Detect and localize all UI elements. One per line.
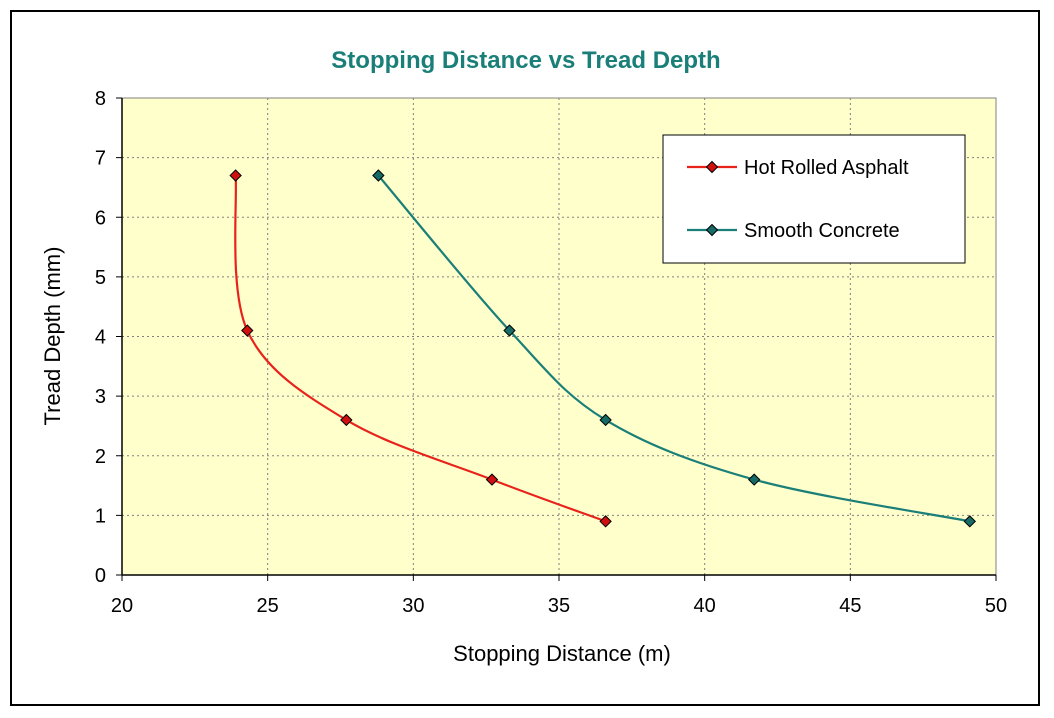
y-tick-label: 8 [95, 88, 106, 110]
y-axis-label: Tread Depth (mm) [40, 247, 65, 426]
legend: Hot Rolled Asphalt Smooth Concrete [662, 134, 966, 264]
legend-label: Hot Rolled Asphalt [744, 157, 909, 179]
data-point [485, 473, 499, 486]
data-point [599, 413, 612, 427]
x-tick-label: 35 [548, 595, 570, 617]
chart-title: Stopping Distance vs Tread Depth [331, 47, 720, 74]
x-tick-label: 20 [111, 595, 133, 617]
legend-label: Smooth Concrete [744, 220, 900, 242]
series-0 [229, 169, 612, 528]
data-point [229, 169, 242, 182]
data-point [241, 324, 254, 337]
data-point [599, 515, 612, 528]
x-tick-label: 50 [985, 595, 1007, 617]
y-tick-label: 0 [95, 565, 106, 587]
data-point [372, 169, 385, 182]
x-axis-label: Stopping Distance (m) [453, 641, 671, 666]
y-tick-label: 5 [95, 267, 106, 289]
x-tick-label: 45 [839, 595, 861, 617]
series-1 [372, 169, 976, 528]
legend-box [662, 134, 966, 264]
y-tick-label: 1 [95, 505, 106, 527]
data-point [340, 413, 353, 427]
y-tick-label: 6 [95, 207, 106, 229]
y-tick-label: 7 [95, 148, 106, 170]
x-tick-label: 25 [257, 595, 279, 617]
data-point [503, 324, 516, 337]
y-tick-label: 3 [95, 386, 106, 408]
x-tick-label: 30 [402, 595, 424, 617]
y-tick-label: 2 [95, 446, 106, 468]
y-tick-label: 4 [95, 327, 106, 349]
grid-lines [122, 98, 996, 575]
series-group [229, 169, 976, 528]
legend-swatch-marker [705, 160, 719, 174]
legend-swatch-marker [705, 223, 719, 237]
data-point [747, 473, 761, 486]
x-tick-label: 40 [694, 595, 716, 617]
data-point [963, 515, 976, 528]
